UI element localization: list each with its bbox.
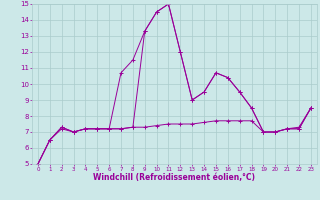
X-axis label: Windchill (Refroidissement éolien,°C): Windchill (Refroidissement éolien,°C) [93,173,255,182]
